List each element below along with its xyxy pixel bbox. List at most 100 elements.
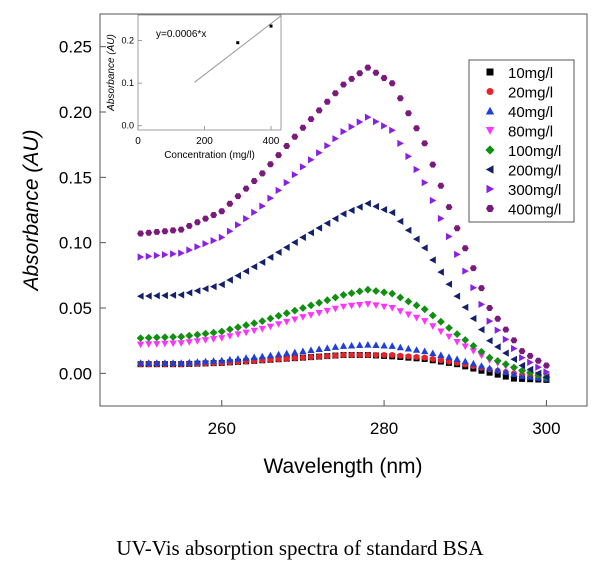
data-point xyxy=(194,219,201,226)
data-point xyxy=(501,360,510,369)
data-point xyxy=(283,243,290,251)
data-point xyxy=(210,237,218,245)
data-point xyxy=(153,229,161,235)
data-point xyxy=(242,185,250,192)
data-point xyxy=(421,179,429,187)
data-point xyxy=(242,354,250,361)
legend-label: 400mg/l xyxy=(508,202,561,219)
data-point xyxy=(275,356,282,363)
data-point xyxy=(144,333,153,342)
data-point xyxy=(234,355,242,362)
data-point xyxy=(413,125,420,132)
data-point xyxy=(177,359,185,366)
data-point xyxy=(453,225,461,232)
data-point xyxy=(477,362,486,369)
data-point xyxy=(170,250,177,258)
data-point xyxy=(396,343,404,351)
data-point xyxy=(234,272,241,280)
data-point xyxy=(429,349,437,357)
data-point xyxy=(389,126,396,134)
data-point xyxy=(421,354,428,361)
data-point xyxy=(210,336,218,343)
data-point xyxy=(493,357,502,365)
data-point xyxy=(226,227,234,235)
data-point xyxy=(405,110,412,117)
series-300mg-l xyxy=(137,113,550,376)
data-point xyxy=(372,202,379,211)
data-point xyxy=(412,314,421,322)
data-point xyxy=(169,340,177,348)
data-point xyxy=(380,206,388,214)
data-point xyxy=(445,324,453,332)
data-point xyxy=(218,280,225,289)
data-point xyxy=(308,156,315,164)
data-point xyxy=(348,302,356,310)
data-point xyxy=(161,228,169,235)
data-point xyxy=(348,123,356,131)
data-point xyxy=(275,350,283,358)
data-point xyxy=(275,152,282,159)
data-point xyxy=(486,305,494,311)
data-point xyxy=(308,354,315,361)
data-point xyxy=(323,307,331,315)
inset-y-tick-label: 0.1 xyxy=(121,78,134,88)
data-point xyxy=(242,329,250,337)
data-point xyxy=(275,186,283,194)
data-point xyxy=(193,330,202,339)
data-point xyxy=(486,364,494,372)
series-100mg-l xyxy=(136,285,551,382)
data-point xyxy=(177,340,185,347)
data-point xyxy=(364,64,372,71)
data-point xyxy=(454,250,461,258)
data-point xyxy=(381,352,388,359)
data-point xyxy=(323,98,331,105)
data-point xyxy=(469,265,477,272)
data-point xyxy=(145,252,153,260)
data-point xyxy=(274,311,283,320)
data-point xyxy=(226,200,234,207)
legend-marker xyxy=(485,106,495,115)
data-point xyxy=(355,287,364,296)
data-point xyxy=(396,293,405,302)
data-point xyxy=(526,365,534,373)
data-point xyxy=(242,321,250,330)
data-point xyxy=(380,288,388,297)
data-point xyxy=(250,319,259,328)
data-point xyxy=(340,352,347,359)
data-point xyxy=(518,366,526,375)
data-point xyxy=(185,331,194,340)
data-point xyxy=(502,368,510,375)
data-point xyxy=(250,263,258,271)
data-point xyxy=(510,337,518,344)
data-point xyxy=(469,359,477,367)
data-point xyxy=(518,361,526,370)
data-point xyxy=(193,358,201,365)
data-point xyxy=(291,348,299,356)
data-point xyxy=(429,256,436,264)
data-point xyxy=(234,331,242,338)
data-point xyxy=(478,285,485,292)
data-point xyxy=(372,352,379,359)
data-point xyxy=(502,349,509,357)
data-point xyxy=(534,369,542,377)
data-point xyxy=(291,133,299,140)
data-point xyxy=(145,292,152,300)
data-point xyxy=(226,325,234,334)
data-point xyxy=(372,69,380,76)
data-point xyxy=(510,370,518,377)
data-point xyxy=(145,341,153,348)
data-point xyxy=(429,355,436,362)
data-point xyxy=(396,95,404,102)
data-point xyxy=(258,258,266,266)
data-point xyxy=(291,238,298,246)
legend-marker xyxy=(485,165,494,174)
data-point xyxy=(218,335,226,342)
data-point xyxy=(283,318,291,326)
data-point xyxy=(307,346,315,354)
data-point xyxy=(396,217,404,225)
data-point xyxy=(413,354,420,360)
data-point xyxy=(486,337,493,345)
data-point xyxy=(275,248,282,256)
data-point xyxy=(405,152,412,160)
data-point xyxy=(210,357,218,364)
